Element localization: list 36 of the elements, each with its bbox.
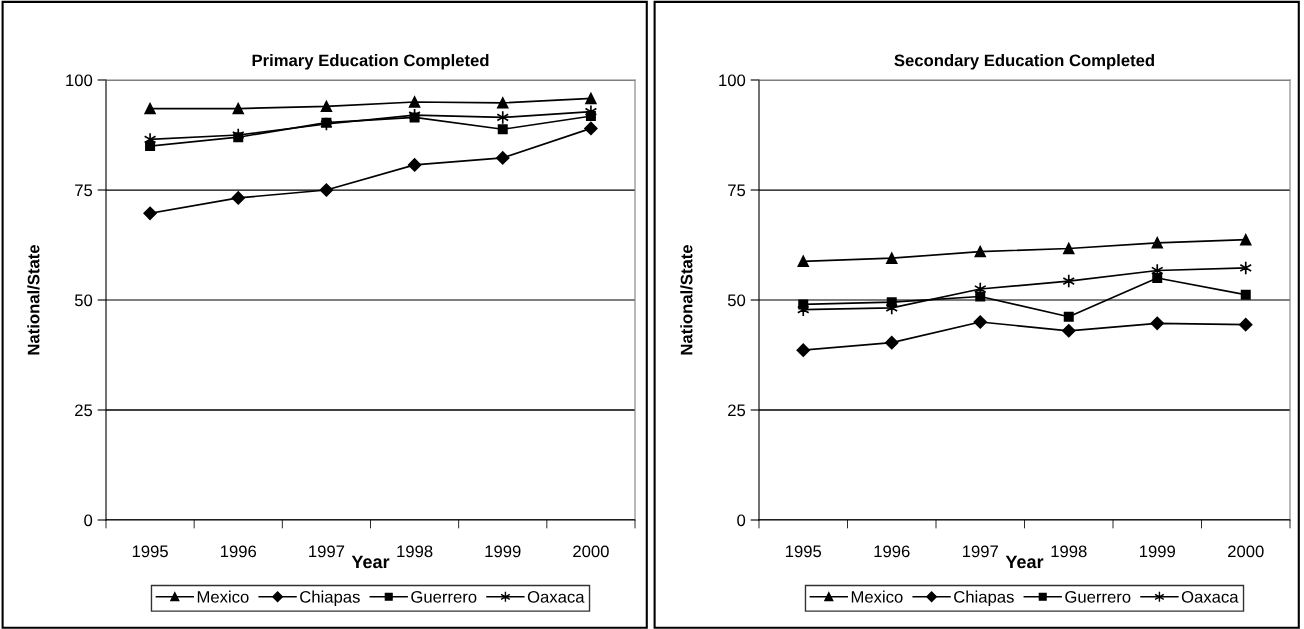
x-tick-label: 2000 — [573, 545, 609, 558]
chart-title: Secondary Education Completed — [894, 54, 1154, 70]
y-tick-label: 0 — [737, 514, 746, 527]
y-tick-label: 50 — [727, 294, 746, 307]
y-tick-label: 50 — [74, 294, 93, 307]
y-tick-label: 25 — [728, 404, 746, 417]
x-tick-label: 1995 — [132, 545, 168, 558]
y-tick-label: 100 — [66, 74, 93, 87]
x-tick-label: 1999 — [1139, 545, 1175, 558]
legend-label: Mexico — [197, 590, 249, 603]
legend-label: Chiapas — [954, 590, 1014, 607]
legend-label: Chiapas — [300, 590, 360, 607]
chart-title: Primary Education Completed — [252, 54, 489, 70]
y-tick-label: 75 — [728, 184, 746, 197]
x-tick-label: 1998 — [397, 545, 433, 558]
y-tick-label: 100 — [719, 74, 746, 87]
x-axis-title: Year — [351, 555, 390, 569]
y-tick-label: 25 — [75, 404, 93, 417]
x-tick-label: 1997 — [309, 545, 345, 558]
legend-label: Mexico — [851, 590, 903, 603]
x-tick-label: 1997 — [962, 545, 998, 558]
x-tick-label: 2000 — [1228, 545, 1264, 558]
legend-label: Oaxaca — [1181, 590, 1239, 603]
x-tick-label: 1995 — [785, 545, 822, 558]
y-axis-title: National/State — [680, 245, 693, 355]
y-tick-label: 0 — [84, 514, 93, 527]
x-tick-label: 1996 — [874, 545, 910, 558]
x-tick-label: 1999 — [485, 545, 521, 558]
y-tick-label: 75 — [75, 184, 93, 197]
x-tick-label: 1996 — [220, 545, 257, 558]
y-axis-title: National/State — [27, 245, 40, 355]
legend-label: Guerrero — [411, 590, 477, 603]
legend-label: Guerrero — [1065, 590, 1131, 603]
legend-label: Oaxaca — [527, 590, 585, 603]
x-tick-label: 1998 — [1051, 545, 1087, 558]
x-axis-title: Year — [1005, 555, 1044, 569]
